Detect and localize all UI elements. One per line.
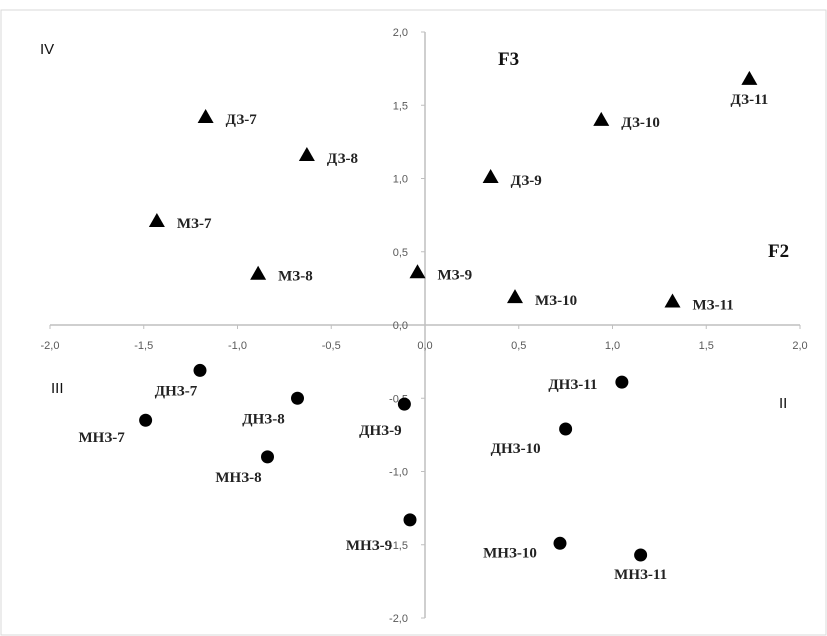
axis-name-f3: F3 [498,49,519,70]
x-tick-label: 0,5 [511,340,526,352]
point-label: МНЗ-9 [346,538,392,554]
x-tick-label: 0,0 [417,340,432,352]
x-tick-label: -2,0 [41,340,60,352]
point-label: ДЗ-10 [621,115,660,131]
x-tick-label: 1,5 [699,340,714,352]
quadrant-label-ii: II [779,395,787,412]
point-label: МНЗ-7 [79,430,126,446]
y-tick-label: -1,0 [389,467,408,479]
circle-marker [559,422,573,436]
circle-marker [291,391,304,405]
triangle-marker [409,264,426,279]
y-tick-label: -1,5 [389,540,408,552]
y-tick-label: 0,5 [393,247,408,259]
circle-marker [553,536,567,550]
quadrant-label-iv: IV [40,41,54,58]
triangle-marker [741,70,758,85]
point-label: МЗ-8 [278,269,313,285]
x-tick-label: -0,5 [322,340,341,352]
triangle-marker [298,147,315,162]
y-tick-label: 1,5 [393,100,408,112]
point-label: МЗ-10 [535,293,577,309]
axis-name-f2: F2 [768,241,789,262]
point-labels: ДЗ-7 ДЗ-8 ДЗ-9 ДЗ-10 ДЗ-11 МЗ-7 МЗ-8 МЗ-9 МЗ-10 М… [79,92,769,583]
x-tick-label: 2,0 [792,340,807,352]
axes [49,31,801,619]
point-label: МНЗ-10 [483,545,537,561]
circle-marker [261,450,274,464]
point-label: ДЗ-8 [327,151,358,167]
point-label: ДНЗ-8 [242,411,284,427]
circle-marker [139,413,153,427]
y-tick-label: 0,0 [393,320,408,332]
triangle-marker [197,108,214,123]
point-label: ДНЗ-7 [155,383,198,399]
point-label: МЗ-9 [438,267,473,283]
y-tick-label: 1,0 [393,174,408,186]
point-label: ДНЗ-9 [359,423,401,439]
circle-marker [403,513,417,527]
circle-marker [615,375,629,389]
circle-marker [193,363,207,377]
point-label: ДНЗ-10 [491,441,541,457]
data-points [139,70,758,562]
point-label: ДЗ-7 [226,112,258,128]
y-tick-label: -2,0 [389,613,408,625]
triangle-marker [482,169,499,184]
x-tick-label: -1,5 [134,340,153,352]
triangle-marker [593,111,610,126]
point-label: МЗ-11 [693,298,734,314]
x-tick-label: -1,0 [228,340,247,352]
point-label: ДЗ-9 [511,173,542,189]
chart-frame [0,9,827,636]
point-label: МЗ-7 [177,216,212,232]
y-tick-label: 2,0 [393,27,408,39]
quadrant-label-iii: III [51,380,64,397]
x-tick-label: 1,0 [605,340,620,352]
point-label: МНЗ-11 [614,567,667,583]
triangle-marker [250,265,267,280]
point-label: ДЗ-11 [730,92,768,108]
triangle-marker [664,293,681,308]
circle-marker [634,548,648,562]
point-label: ДНЗ-11 [548,377,597,393]
triangle-marker [148,212,165,227]
triangle-marker [507,289,523,304]
point-label: МНЗ-8 [215,470,261,486]
circle-marker [397,397,411,411]
